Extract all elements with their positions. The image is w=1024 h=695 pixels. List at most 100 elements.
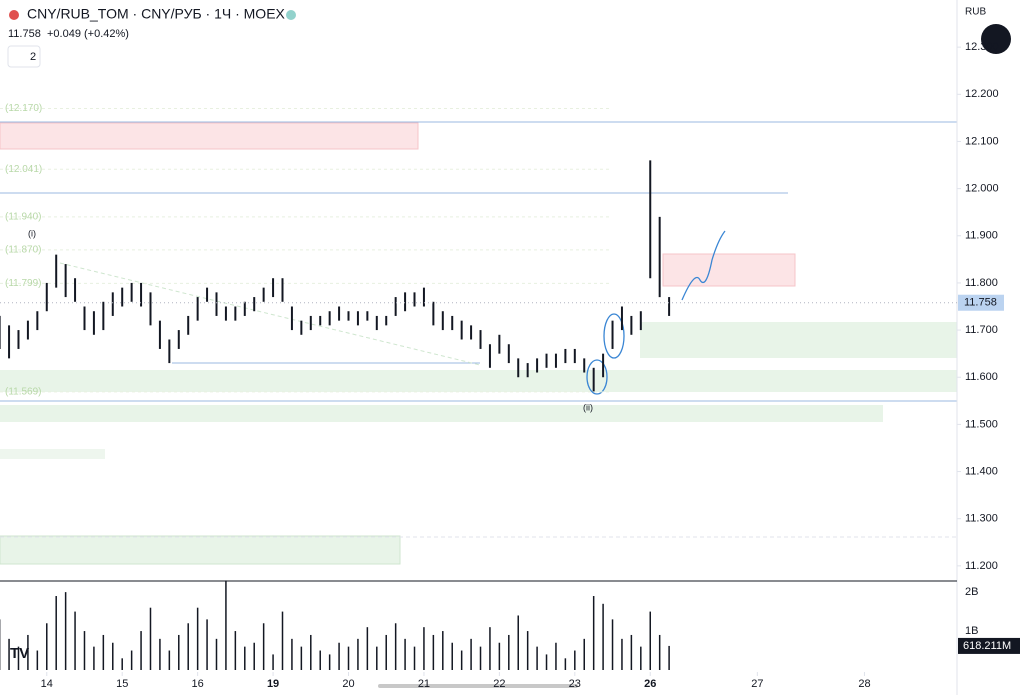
- volume-bar: [244, 646, 246, 670]
- volume-bar: [281, 611, 284, 670]
- highlight-circle: [603, 313, 625, 359]
- volume-bar: [489, 627, 491, 670]
- volume-bar: [27, 634, 29, 670]
- x-tick-label: 21: [418, 678, 430, 690]
- volume-bar: [338, 642, 340, 670]
- volume-bar: [470, 638, 472, 670]
- volume-bar: [159, 638, 161, 670]
- last-price-tag-label: 11.758: [964, 297, 997, 309]
- volume-tick-label: 2B: [965, 586, 978, 598]
- fib-label: (12.170): [5, 103, 42, 114]
- volume-tag: [958, 637, 1020, 654]
- y-tick-label: 12.100: [965, 135, 999, 147]
- volume-bar: [451, 642, 453, 670]
- volume-bar: [658, 634, 661, 670]
- y-tick-label: 12.000: [965, 183, 999, 195]
- x-tick-label: 26: [644, 678, 656, 690]
- volume-bar: [536, 646, 538, 670]
- wave-label: (i): [28, 228, 36, 238]
- volume-bar: [83, 631, 86, 670]
- fib-label: (11.799): [5, 278, 42, 289]
- volume-bar: [300, 646, 303, 670]
- indicators-count: 2: [30, 51, 36, 63]
- x-tick-label: 19: [267, 678, 279, 690]
- symbol-title: CNY/RUB_TOM · CNY/РУБ · 1Ч · MOEX: [27, 6, 286, 22]
- volume-bar: [225, 580, 227, 670]
- y-tick-label: 11.400: [965, 465, 998, 477]
- demand-zone: [640, 322, 957, 358]
- volume-bar: [74, 611, 76, 670]
- volume-bar: [196, 607, 199, 670]
- volume-bar: [357, 638, 359, 670]
- projection-path: [681, 230, 726, 301]
- volume-bar: [517, 615, 519, 670]
- logo: TV: [10, 645, 29, 662]
- volume-bar: [668, 645, 670, 670]
- volume-bar: [347, 646, 350, 670]
- fib-label: (12.041): [5, 164, 42, 175]
- volume-bar: [423, 627, 425, 670]
- volume-bar: [564, 658, 567, 670]
- volume-bar: [140, 631, 142, 670]
- currency-button[interactable]: RUB: [965, 7, 986, 18]
- x-tick-label: 23: [569, 678, 581, 690]
- volume-bar: [394, 623, 397, 670]
- x-tick-label: 28: [858, 678, 870, 690]
- volume-bar: [121, 658, 123, 670]
- volume-bar: [376, 646, 378, 670]
- scrollbar[interactable]: [378, 684, 578, 688]
- volume-bar: [385, 634, 387, 670]
- wave-label: (ii): [583, 402, 593, 412]
- x-tick-label: 27: [751, 678, 763, 690]
- demand-zone: [0, 370, 957, 392]
- volume-bar: [602, 603, 604, 670]
- volume-bar: [36, 650, 39, 670]
- volume-bar: [272, 654, 274, 670]
- volume-bar: [583, 638, 585, 670]
- indicators-toggle[interactable]: [7, 45, 41, 68]
- volume-bar: [8, 638, 10, 670]
- demand-zone: [0, 535, 401, 565]
- demand-zone: [0, 405, 883, 422]
- volume-bar: [640, 646, 642, 670]
- volume-bar: [460, 650, 463, 670]
- volume-bar: [366, 627, 369, 670]
- volume-bar: [649, 611, 651, 670]
- highlight-circle: [586, 359, 608, 395]
- volume-bar: [545, 654, 548, 670]
- volume-bar: [592, 596, 595, 670]
- y-tick-label: 11.200: [965, 560, 998, 572]
- volume-bar: [168, 650, 171, 670]
- volume-bar: [555, 642, 557, 670]
- fib-label: (11.870): [5, 245, 42, 256]
- volume-bar: [187, 623, 189, 670]
- volume-bar: [262, 623, 265, 670]
- y-tick-label: 11.300: [965, 513, 998, 525]
- volume-bar: [46, 623, 48, 670]
- x-tick-label: 14: [41, 678, 53, 690]
- symbol-icon: [9, 10, 19, 20]
- volume-bar: [526, 631, 529, 670]
- trend-line: [59, 262, 481, 366]
- volume-bar: [404, 638, 406, 670]
- volume-bar: [149, 607, 152, 670]
- y-tick-label: 11.800: [965, 277, 998, 289]
- volume-bar: [621, 638, 623, 670]
- volume-bar: [328, 654, 331, 670]
- collapse-button[interactable]: [981, 24, 1011, 54]
- volume-bar: [234, 631, 237, 670]
- status-dot: [286, 10, 296, 20]
- volume-bar: [253, 642, 255, 670]
- volume-bar: [611, 619, 614, 670]
- volume-bar: [130, 650, 133, 670]
- x-tick-label: 20: [342, 678, 354, 690]
- volume-bar: [479, 646, 482, 670]
- price-change: +0.049 (+0.42%): [47, 28, 129, 40]
- volume-bar: [102, 634, 105, 670]
- x-tick-label: 15: [116, 678, 128, 690]
- volume-bar: [178, 634, 180, 670]
- x-tick-label: 22: [493, 678, 505, 690]
- volume-bar: [508, 634, 510, 670]
- volume-bar: [432, 634, 435, 670]
